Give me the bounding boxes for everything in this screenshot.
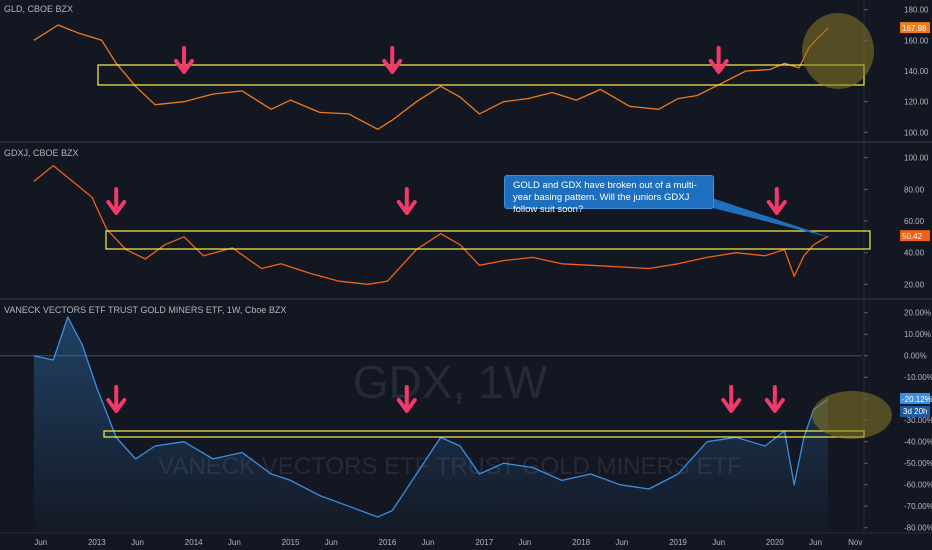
x-tick-label: Jun <box>34 538 47 547</box>
y-tick-label: 180.00 <box>904 6 929 15</box>
y-tick-label: 100.00 <box>904 128 929 137</box>
x-tick-label: Jun <box>422 538 435 547</box>
x-tick-label: Jun <box>518 538 531 547</box>
down-arrow-icon <box>106 200 127 215</box>
last-value-badge <box>900 22 930 34</box>
series-layer <box>33 24 829 532</box>
last-value-badge <box>900 392 930 404</box>
gdx-breakout-circle <box>812 391 892 439</box>
x-tick-label: 2018 <box>572 538 590 547</box>
last-value-text: -20.12% <box>902 395 932 404</box>
x-tick-label: 2017 <box>475 538 493 547</box>
gdxj-basing-box <box>105 230 871 250</box>
last-value-badge <box>900 230 930 242</box>
x-tick-label: Jun <box>712 538 725 547</box>
y-tick-label: 20.00 <box>904 280 925 289</box>
x-tick-label: 2014 <box>185 538 203 547</box>
y-tick-label: 0.00% <box>904 352 927 361</box>
y-tick-label: 120.00 <box>904 98 929 107</box>
x-tick-label: 2015 <box>282 538 300 547</box>
y-tick-label: 140.00 <box>904 67 929 76</box>
down-arrow-icon <box>382 59 403 74</box>
down-arrow-icon <box>174 59 195 74</box>
x-tick-label: Jun <box>131 538 144 547</box>
y-tick-label: -70.00% <box>904 502 932 511</box>
analysis-callout: GOLD and GDX have broken out of a multi-… <box>504 175 714 215</box>
gdx-area-fill <box>33 317 829 532</box>
callout-pointer <box>705 198 832 238</box>
x-tick-label: 2019 <box>669 538 687 547</box>
series-line-2 <box>33 316 829 518</box>
y-tick-label: 160.00 <box>904 36 929 45</box>
x-tick-label: 2020 <box>766 538 784 547</box>
gld-basing-box <box>97 64 865 86</box>
x-tick-label: 2016 <box>379 538 397 547</box>
last-value-text: 50.42 <box>902 232 923 241</box>
down-arrow-icon <box>766 200 787 215</box>
gdx-basing-box <box>103 430 865 438</box>
y-tick-label: -40.00% <box>904 438 932 447</box>
y-tick-label: -30.00% <box>904 416 932 425</box>
down-arrow-icon <box>106 398 127 413</box>
countdown-badge <box>900 405 930 417</box>
down-arrow-icon <box>396 398 417 413</box>
series-line-1 <box>33 164 829 285</box>
down-arrow-icon <box>396 200 417 215</box>
last-value-text: 167.98 <box>902 24 927 33</box>
y-tick-label: 60.00 <box>904 217 925 226</box>
countdown-text: 3d 20h <box>903 407 927 416</box>
y-tick-label: 100.00 <box>904 154 929 163</box>
x-tick-label: 2013 <box>88 538 106 547</box>
x-tick-label: Jun <box>325 538 338 547</box>
y-tick-label: 10.00% <box>904 330 931 339</box>
down-arrow-icon <box>721 398 742 413</box>
y-tick-label: -60.00% <box>904 481 932 490</box>
y-tick-label: 40.00 <box>904 249 925 258</box>
x-tick-label: Jun <box>809 538 822 547</box>
y-tick-label: -10.00% <box>904 373 932 382</box>
y-tick-label: 80.00 <box>904 185 925 194</box>
y-tick-label: 20.00% <box>904 309 931 318</box>
gld-breakout-circle <box>802 13 874 89</box>
gld-pane-title: GLD, CBOE BZX <box>4 4 74 14</box>
x-tick-label: Jun <box>228 538 241 547</box>
series-line-0 <box>33 24 829 130</box>
gdxj-pane-title: GDXJ, CBOE BZX <box>4 148 79 158</box>
y-tick-label: -50.00% <box>904 459 932 468</box>
x-tick-label: Nov <box>848 538 862 547</box>
watermark-symbol: GDX, 1W <box>353 356 548 408</box>
down-arrow-icon <box>764 398 785 413</box>
annotations-layer <box>97 13 892 439</box>
x-tick-label: Jun <box>615 538 628 547</box>
gdx-pane-title: VANECK VECTORS ETF TRUST GOLD MINERS ETF… <box>4 305 287 315</box>
down-arrow-icon <box>708 59 729 74</box>
y-tick-label: -80.00% <box>904 524 932 533</box>
axes-layer: 180.00 160.00 140.00 120.00 100.00 167.98 100.… <box>34 6 932 547</box>
grid-lines: GDX, 1W VANECK VECTORS ETF TRUST GOLD MIN… <box>0 0 932 534</box>
